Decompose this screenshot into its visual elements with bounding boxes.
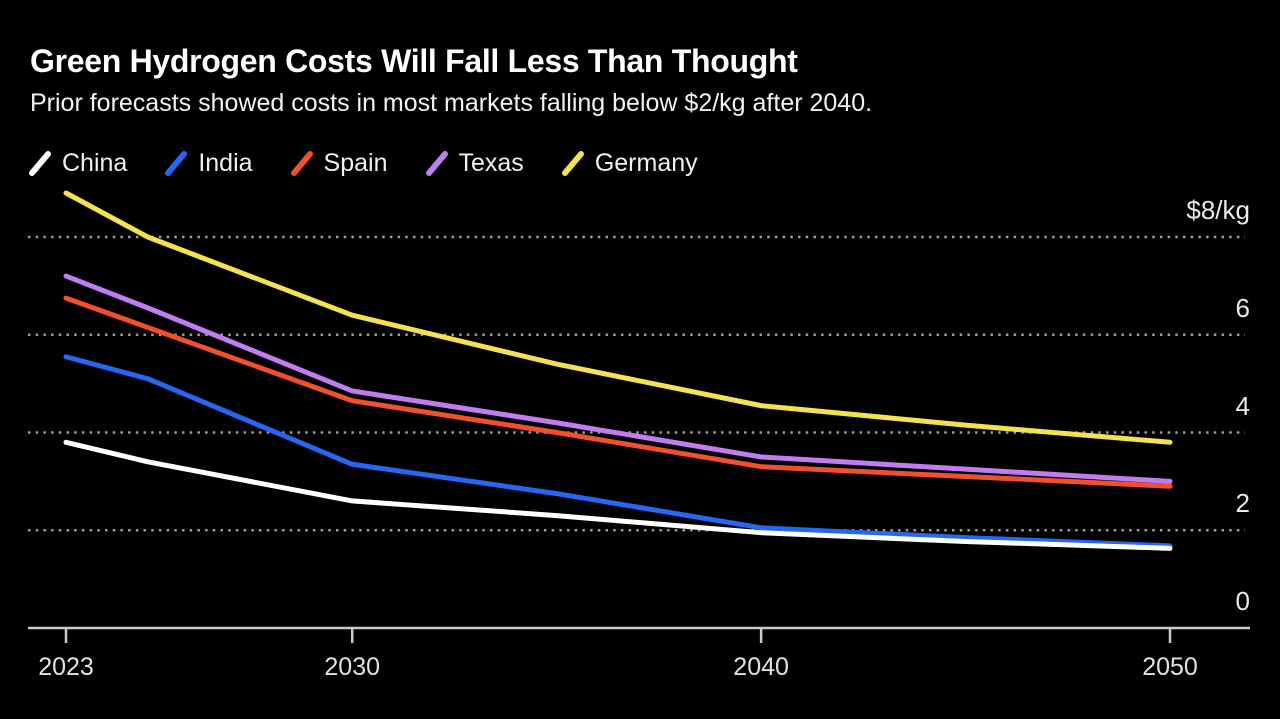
legend-item-germany: Germany	[561, 149, 698, 178]
chart-subtitle: Prior forecasts showed costs in most mar…	[30, 89, 873, 117]
x-axis-label-2023: 2023	[38, 653, 94, 681]
legend-label: China	[62, 148, 128, 177]
legend-label: India	[198, 148, 253, 177]
y-axis-label-6: 6	[1235, 292, 1250, 323]
series-line-spain	[63, 295, 1173, 489]
x-axis-label-2050: 2050	[1142, 653, 1198, 681]
legend-label: Germany	[594, 148, 698, 177]
line-swatch-icon	[165, 150, 188, 176]
y-axis-label-0: 0	[1235, 586, 1250, 616]
line-swatch-icon	[29, 150, 51, 176]
series-line-china	[63, 439, 1173, 551]
legend-item-spain: Spain	[290, 149, 388, 178]
chart-title: Green Hydrogen Costs Will Fall Less Than…	[30, 43, 798, 79]
legend-item-india: India	[164, 148, 253, 178]
legend-item-china: China	[28, 149, 127, 178]
line-swatch-icon	[561, 150, 584, 176]
y-axis-label-2: 2	[1235, 488, 1250, 519]
legend-item-texas: Texas	[425, 149, 524, 178]
legend-label: Texas	[458, 148, 524, 177]
legend: China India Spain Texas Germany	[28, 146, 698, 180]
x-axis-label-2030: 2030	[324, 653, 381, 681]
series-line-germany	[63, 190, 1173, 445]
series-line-texas	[63, 273, 1173, 484]
series-line-india	[63, 354, 1173, 549]
x-axis-label-2040: 2040	[733, 653, 789, 681]
line-swatch-icon	[290, 150, 313, 176]
y-axis-label-8: $8/kg	[1186, 195, 1250, 225]
legend-label: Spain	[323, 148, 388, 177]
y-axis-label-4: 4	[1235, 390, 1250, 421]
line-swatch-icon	[425, 150, 448, 176]
